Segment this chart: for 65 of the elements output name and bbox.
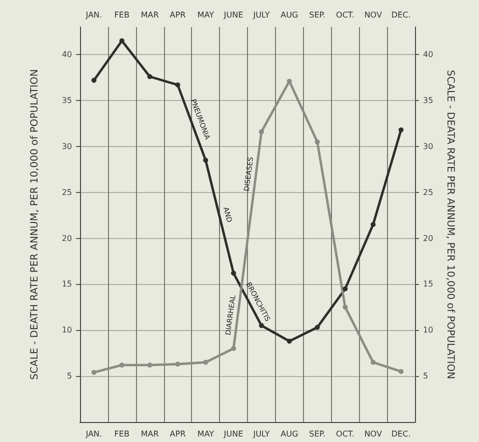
- point: [314, 324, 320, 330]
- y-tick-label: 40: [62, 50, 72, 60]
- y2-tick-label: 30: [423, 142, 434, 151]
- category-label: OCT.: [336, 10, 354, 20]
- point: [175, 82, 180, 88]
- point: [91, 78, 96, 83]
- x-tick-label: JAN.: [84, 430, 102, 438]
- x-tick-label: DEC.: [391, 430, 411, 438]
- y-tick-label: 20: [62, 234, 72, 243]
- category-label: JUNE: [224, 10, 244, 20]
- point: [175, 362, 180, 367]
- y2-axis-title: SCALE - DEATA RATE PER ANNUM, PER 10,000 of POPULATION: [444, 70, 456, 380]
- point: [119, 362, 124, 368]
- y-tick-label: 15: [62, 280, 72, 289]
- category-label: MAY: [197, 10, 214, 20]
- point: [203, 360, 208, 365]
- category-label: NOV: [364, 10, 382, 20]
- point: [342, 286, 348, 292]
- point: [286, 338, 292, 344]
- x-tick-label: OCT.: [336, 430, 354, 438]
- x-tick-label: JUNE: [222, 430, 244, 438]
- category-label: JAN.: [86, 10, 102, 20]
- y2-tick-label: 40: [423, 50, 434, 60]
- point: [231, 346, 236, 352]
- y2-tick-label: 25: [423, 188, 434, 197]
- y2-tick-label: 20: [423, 234, 434, 243]
- x-tick-label: NOV: [364, 430, 382, 438]
- point: [314, 139, 320, 144]
- y-tick-label: 10: [62, 326, 72, 335]
- x-tick-label: MAR: [140, 430, 160, 438]
- x-tick-label: JULY: [252, 430, 270, 438]
- y-tick-label: 30: [62, 142, 72, 151]
- y2-tick-label: 5: [423, 372, 428, 381]
- category-label: MAR: [140, 10, 159, 20]
- category-label: DEC.: [391, 10, 411, 20]
- y2-tick-label: 10: [423, 326, 434, 335]
- point: [147, 362, 152, 368]
- point: [258, 323, 264, 328]
- y2-tick-label: 35: [423, 96, 434, 105]
- point: [147, 74, 152, 80]
- point: [91, 370, 96, 375]
- category-label: AUG: [280, 10, 298, 20]
- point: [119, 38, 124, 44]
- point: [258, 129, 264, 134]
- y-tick-label: 5: [66, 372, 72, 381]
- point: [398, 368, 404, 374]
- x-tick-label: MAY: [197, 430, 214, 438]
- point: [231, 270, 236, 276]
- x-tick-label: APR: [170, 430, 186, 438]
- category-label: FEB: [114, 10, 130, 20]
- point: [370, 222, 376, 227]
- category-label: SEP.: [309, 10, 326, 20]
- x-tick-label: SEP.: [309, 430, 326, 438]
- point: [398, 127, 404, 132]
- x-tick-label: FEB: [114, 430, 130, 438]
- point: [370, 360, 376, 365]
- y2-tick-label: 15: [423, 280, 434, 289]
- x-tick-label: AUG: [280, 430, 298, 438]
- category-label: JULY: [253, 10, 270, 20]
- point: [203, 158, 208, 163]
- point: [342, 304, 348, 310]
- y-axis-title: SCALE - DEATH RATE PER ANNUM, PER 10,000 of POPULATION: [30, 69, 40, 380]
- y-tick-label: 35: [62, 96, 72, 105]
- y-tick-label: 25: [62, 188, 72, 197]
- category-label: APR: [170, 10, 186, 20]
